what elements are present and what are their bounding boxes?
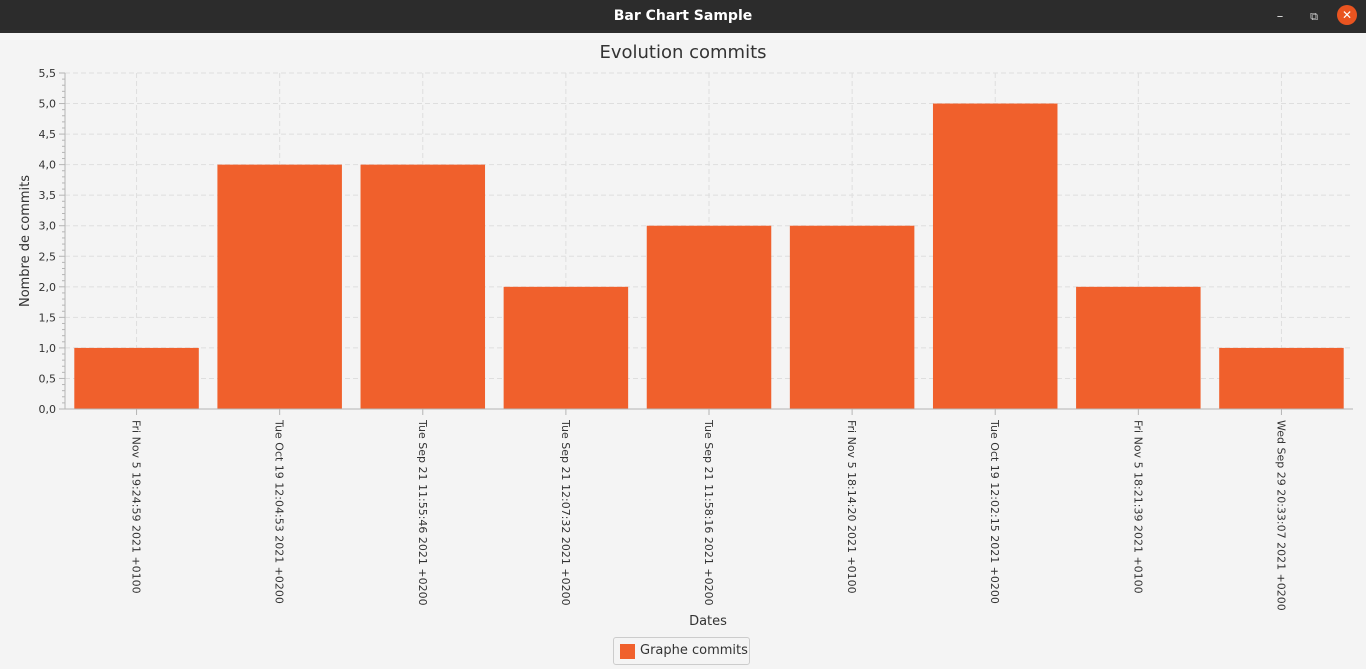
- close-icon[interactable]: ✕: [1337, 5, 1357, 25]
- x-axis-label: Dates: [689, 614, 727, 629]
- y-tick-label: 3,5: [39, 189, 57, 202]
- bar: [1219, 347, 1344, 409]
- bar: [789, 225, 915, 409]
- x-tick-label: Fri Nov 5 19:24:59 2021 +0100: [130, 420, 143, 594]
- x-tick-label: Tue Sep 21 11:58:16 2021 +0200: [702, 419, 715, 606]
- bars: [74, 103, 1344, 409]
- y-tick-label: 2,5: [39, 250, 57, 263]
- bar: [646, 225, 772, 409]
- y-axis-label: Nombre de commits: [18, 175, 33, 307]
- axes: 0,0 0,5 1,0 1,5 2,0 2,5 3,0 3,5 4,0 4,5 5,0 5,5 Fri …: [39, 67, 1353, 611]
- bar: [74, 347, 199, 409]
- y-tick-label: 1,5: [39, 311, 57, 324]
- bar: [1076, 286, 1201, 409]
- minimize-icon[interactable]: –: [1276, 9, 1284, 24]
- x-tick-label: Tue Oct 19 12:04:53 2021 +0200: [273, 419, 286, 604]
- legend: Graphe commits: [613, 637, 750, 665]
- y-tick-label: 0,5: [39, 372, 57, 385]
- y-tick-label: 1,0: [39, 342, 57, 355]
- x-tick-label: Tue Oct 19 12:02:15 2021 +0200: [988, 419, 1001, 604]
- y-tick-label: 2,0: [39, 281, 57, 294]
- window-titlebar[interactable]: Bar Chart Sample – ⧉ ✕: [0, 0, 1366, 33]
- y-tick-label: 3,0: [39, 220, 57, 233]
- x-tick-label: Tue Sep 21 11:55:46 2021 +0200: [416, 419, 429, 606]
- maximize-icon[interactable]: ⧉: [1310, 10, 1318, 23]
- y-tick-label: 0,0: [39, 403, 57, 416]
- bar: [932, 103, 1058, 409]
- x-tick-label: Tue Sep 21 12:07:32 2021 +0200: [559, 419, 572, 606]
- legend-label-graphe-commits: Graphe commits: [640, 643, 748, 658]
- bar: [360, 164, 486, 409]
- window-title: Bar Chart Sample: [613, 8, 753, 24]
- chart-title: Evolution commits: [599, 42, 766, 63]
- x-tick-label: Fri Nov 5 18:14:20 2021 +0100: [845, 420, 858, 594]
- y-tick-label: 4,0: [39, 159, 57, 172]
- x-tick-label: Wed Sep 29 20:33:07 2021 +0200: [1274, 420, 1287, 611]
- x-tick-label: Fri Nov 5 18:21:39 2021 +0100: [1131, 420, 1144, 594]
- legend-swatch: [620, 644, 635, 659]
- bar: [503, 286, 629, 409]
- bar: [217, 164, 342, 409]
- y-tick-label: 5,5: [39, 67, 57, 80]
- y-tick-label: 5,0: [39, 98, 57, 111]
- y-tick-label: 4,5: [39, 128, 57, 141]
